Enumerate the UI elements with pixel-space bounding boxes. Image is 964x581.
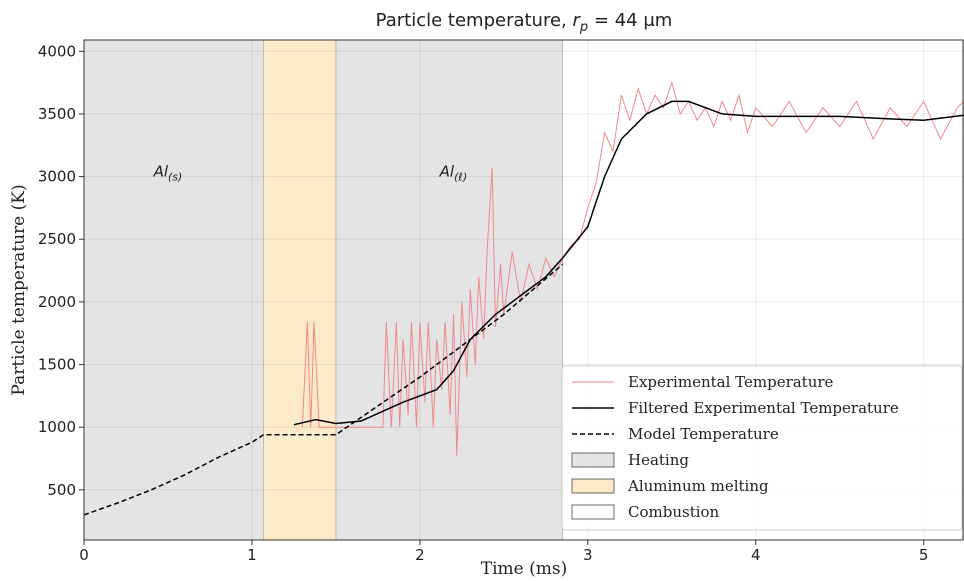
- title-suffix: = 44 μm: [588, 10, 672, 31]
- plot-frame: [83, 39, 964, 541]
- legend-swatch: [571, 452, 615, 468]
- annotation-text: Al: [439, 163, 455, 181]
- x-tick-label: 1: [247, 546, 257, 564]
- annotation: Al(ℓ): [439, 163, 468, 184]
- legend-label: Filtered Experimental Temperature: [628, 399, 899, 417]
- y-tick-label: 1500: [38, 356, 76, 374]
- span: [83, 39, 264, 541]
- legend-swatch: [571, 478, 615, 494]
- lines: [84, 80, 964, 516]
- annotation-sub: (ℓ): [454, 171, 467, 184]
- span: [263, 39, 337, 541]
- annotation-text: Al: [153, 163, 169, 181]
- y-tick-label: 500: [47, 481, 76, 499]
- y-tick-label: 2000: [38, 293, 76, 311]
- y-axis-label: Particle temperature (K): [9, 184, 29, 395]
- y-tick-label: 1000: [38, 418, 76, 436]
- y-tick-label: 3000: [38, 168, 76, 186]
- annotation: Al(s): [153, 163, 183, 184]
- title-var: r: [573, 10, 582, 31]
- line: [84, 263, 564, 516]
- title-sub: p: [579, 20, 588, 35]
- legend-label: Combustion: [628, 503, 720, 521]
- legend-label: Experimental Temperature: [628, 373, 834, 391]
- chart-title: Particle temperature, rp = 44 μm: [376, 10, 673, 35]
- legend-label: Aluminum melting: [627, 477, 769, 495]
- x-tick-label: 4: [751, 546, 761, 564]
- legend-box: [561, 365, 963, 531]
- legend-label: Heating: [628, 451, 689, 469]
- y-tick-label: 3500: [38, 105, 76, 123]
- legend-label: Model Temperature: [628, 425, 779, 443]
- legend: Experimental Temperature Filtered Experim…: [561, 365, 963, 531]
- x-tick-label: 0: [79, 546, 89, 564]
- span: [335, 39, 563, 541]
- y-tick-label: 2500: [38, 230, 76, 248]
- axes: 0 1 2 3 4 55001000150020002500300035004000Al(…: [38, 39, 964, 564]
- legend-swatch: [571, 504, 615, 520]
- x-tick-label: 5: [919, 546, 929, 564]
- y-tick-label: 4000: [38, 42, 76, 60]
- x-tick-label: 3: [583, 546, 593, 564]
- title-prefix: Particle temperature,: [376, 10, 573, 31]
- x-axis-label: Time (ms): [481, 559, 567, 579]
- x-tick-label: 2: [415, 546, 425, 564]
- annotation-sub: (s): [168, 171, 182, 184]
- line: [293, 100, 964, 426]
